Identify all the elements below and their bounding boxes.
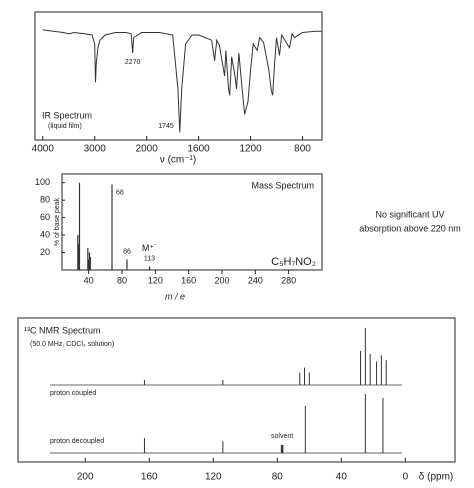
- x-tick-label: 80: [117, 275, 127, 285]
- uv-note: absorption above 220 nm: [359, 223, 461, 233]
- x-tick-label: 240: [248, 275, 263, 285]
- molecular-ion-label: M⁺˙: [142, 243, 157, 253]
- x-tick-label: 40: [84, 275, 94, 285]
- y-tick-label: 20: [40, 247, 50, 257]
- peak-label: 68: [116, 189, 124, 196]
- x-tick-label: 160: [181, 275, 196, 285]
- x-tick-label: 120: [148, 275, 163, 285]
- x-tick-label: 1200: [239, 144, 262, 155]
- ir-x-label: ν (cm⁻¹): [160, 155, 196, 166]
- x-tick-label: 200: [214, 275, 229, 285]
- peak-label: 2270: [125, 59, 141, 66]
- ir-title: IR Spectrum: [42, 110, 92, 120]
- x-tick-label: 800: [294, 144, 311, 155]
- peak-label: 113: [144, 255, 155, 262]
- x-tick-label: 200: [77, 472, 94, 483]
- nmr-subtitle: (50.0 MHz, CDCl₃ solution): [30, 341, 114, 348]
- x-tick-label: 120: [205, 472, 222, 483]
- ms-x-label: m / e: [165, 291, 185, 301]
- y-tick-label: 40: [40, 229, 50, 239]
- x-tick-label: 80: [272, 472, 284, 483]
- ir-trace: [42, 29, 322, 133]
- ms-frame: [61, 173, 323, 271]
- ms-y-label: % of base peak: [54, 197, 61, 246]
- x-tick-label: 280: [281, 275, 296, 285]
- nmr-x-label: δ (ppm): [419, 472, 453, 483]
- ms-title: Mass Spectrum: [251, 180, 314, 190]
- x-tick-label: 0: [403, 472, 409, 483]
- peak-label: 1745: [158, 123, 174, 130]
- ir-frame: [34, 11, 323, 141]
- x-tick-label: 160: [141, 472, 158, 483]
- x-tick-label: 3000: [84, 144, 107, 155]
- ir-subtitle: (liquid film): [48, 123, 82, 130]
- uv-note: No significant UV: [375, 209, 444, 219]
- y-tick-label: 100: [35, 177, 50, 187]
- y-tick-label: 60: [40, 212, 50, 222]
- nmr-title: ¹³C NMR Spectrum: [24, 325, 101, 335]
- series-label: proton decoupled: [50, 438, 104, 445]
- series-label: proton coupled: [50, 390, 96, 397]
- nmr-frame: [17, 317, 456, 463]
- x-tick-label: 2000: [136, 144, 159, 155]
- ms-formula: C₅H₇NO₂: [271, 256, 316, 268]
- x-tick-label: 4000: [32, 144, 55, 155]
- x-tick-label: 40: [336, 472, 348, 483]
- peak-label: 86: [123, 248, 131, 255]
- y-tick-label: 80: [40, 195, 50, 205]
- solvent-label: solvent: [271, 433, 293, 440]
- x-tick-label: 1600: [188, 144, 211, 155]
